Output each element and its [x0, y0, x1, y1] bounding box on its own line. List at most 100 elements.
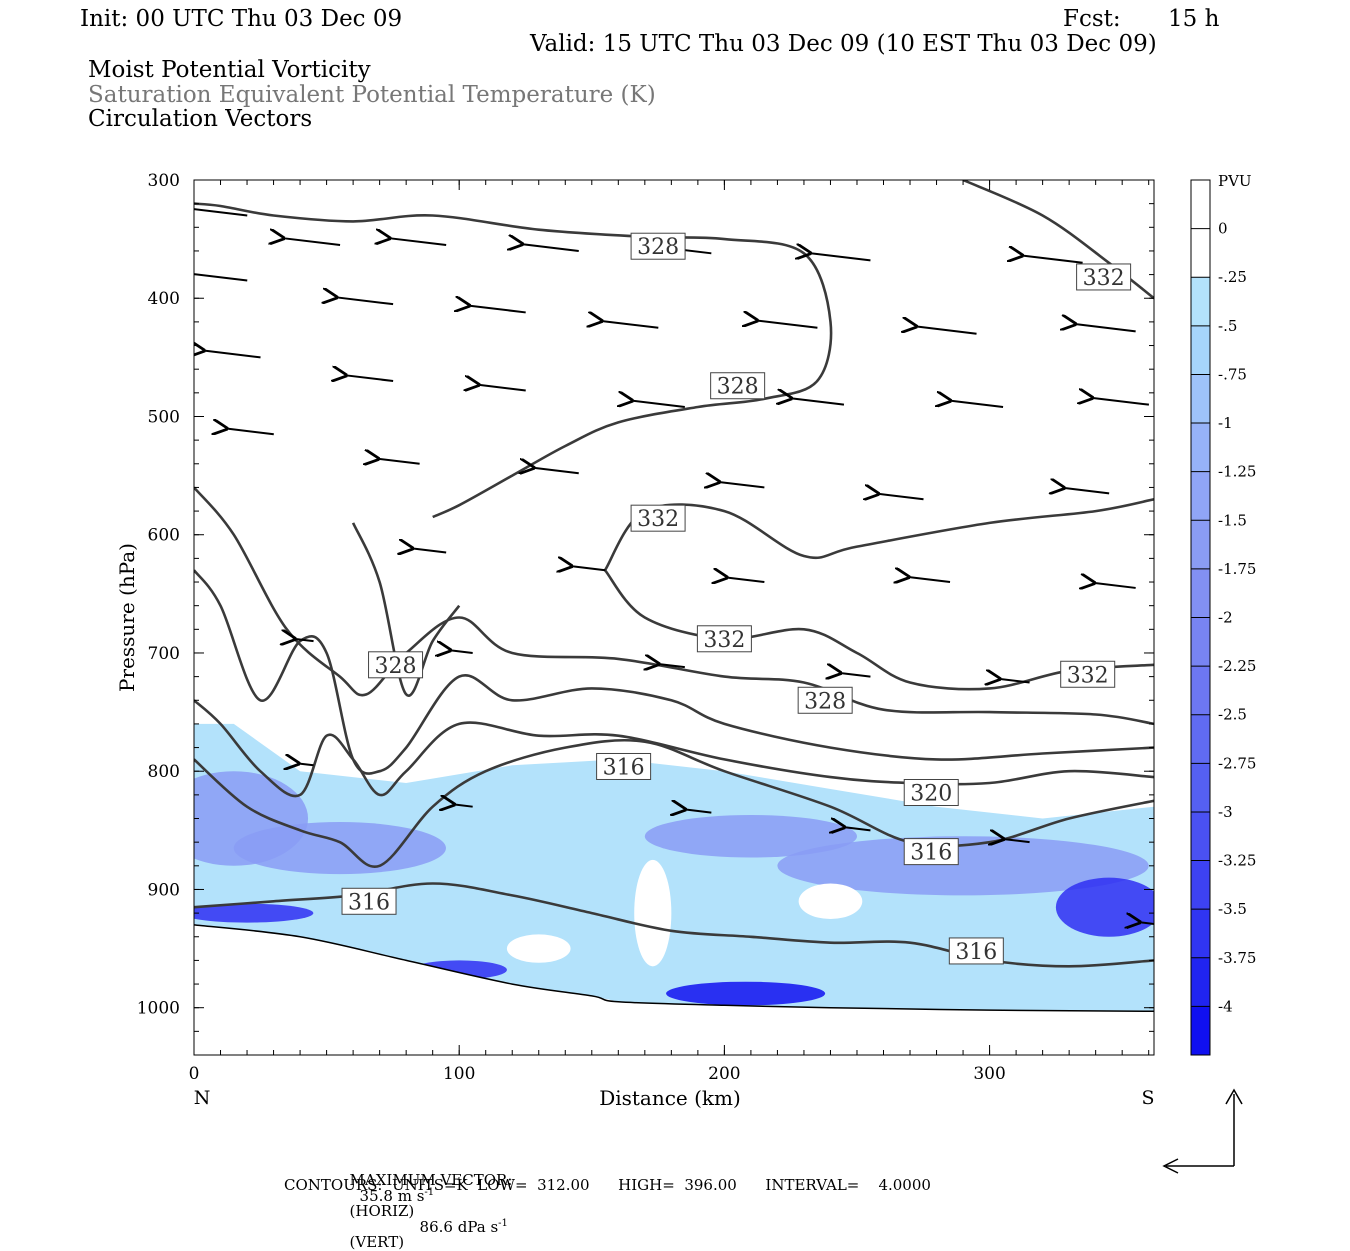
vector-37: [298, 763, 314, 765]
colorbar-segment-11: [1191, 714, 1210, 764]
x-axis-label: Distance (km): [599, 1086, 741, 1110]
vector-28: [571, 566, 606, 570]
colorbar-segment-7: [1191, 520, 1210, 570]
contour-label-10: 316: [910, 841, 952, 866]
contour-label-box-2: [710, 372, 766, 400]
vector-36: [999, 679, 1030, 683]
vector-40: [844, 827, 871, 830]
contour-label-2: 328: [717, 375, 759, 400]
contour-label-box-0: [630, 232, 686, 260]
colorbar-segment-1: [1191, 228, 1210, 278]
valid-time: Valid: 15 UTC Thu 03 Dec 09 (10 EST Thu …: [530, 31, 1157, 57]
vector-1: [283, 238, 341, 247]
contour-label-1: 332: [1083, 266, 1125, 291]
field-title-vectors: Circulation Vectors: [88, 106, 313, 132]
contour-label-0: 328: [637, 235, 679, 260]
vector-6: [1022, 255, 1083, 264]
vector-31: [1094, 583, 1136, 588]
max-vector-note: MAXIMUM VECTOR: 35.8 m s-1 (HORIZ) 86.6 …: [340, 1158, 513, 1251]
vector-20: [1092, 398, 1150, 406]
colorbar-label-11: -2.75: [1218, 754, 1256, 772]
y-tick-label-900: 900: [148, 880, 180, 900]
pv-blob-surface-north: [194, 903, 314, 923]
vector-42: [1139, 922, 1154, 925]
vector-13: [1075, 324, 1136, 333]
vector-17: [632, 401, 685, 407]
field-title-mpv: Moist Potential Vorticity: [88, 57, 371, 83]
contour-324-6: [194, 569, 1154, 775]
colorbar-label-16: -4: [1218, 997, 1233, 1015]
contour-328-0: [194, 202, 833, 519]
contour-labels: 328 332 328 332 332 328 332 328 316 320 316 316 316: [341, 232, 1132, 965]
vector-15: [346, 375, 394, 381]
vector-9: [469, 306, 526, 314]
pv-blob-north-2: [233, 822, 446, 875]
colorbar-segment-8: [1191, 568, 1210, 618]
x-tick-label-0: 0: [189, 1064, 200, 1084]
vector-33: [450, 650, 473, 653]
y-axis-label: Pressure (hPa): [115, 543, 139, 692]
contour-label-box-10: [903, 838, 959, 866]
vector-29: [726, 577, 765, 582]
contour-label-12: 316: [955, 940, 997, 965]
colorbar-label-1: -.25: [1218, 268, 1247, 286]
below-ground: [194, 924, 1154, 1055]
vector-19: [950, 401, 1004, 407]
vector-27: [412, 548, 447, 552]
y-tick-label-700: 700: [148, 644, 180, 664]
forecast-hour-value: 15 h: [1168, 6, 1220, 32]
pv-gap-2: [506, 934, 571, 963]
colorbar-segment-12: [1191, 763, 1210, 813]
colorbar-segment-0: [1191, 180, 1210, 230]
x-tick-label-200: 200: [708, 1064, 740, 1084]
contour-label-11: 316: [348, 890, 390, 915]
contour-332-3: [603, 569, 1154, 691]
colorbar-segment-14: [1191, 860, 1210, 910]
vector-10: [601, 321, 659, 329]
vector-38: [454, 804, 473, 806]
vector-14: [204, 351, 261, 359]
colorbar-label-8: -2: [1218, 609, 1233, 627]
contour-label-box-1: [1076, 263, 1132, 291]
max-vector-horiz-tag: (HORIZ): [349, 1202, 415, 1220]
x-tick-label-100: 100: [443, 1064, 475, 1084]
pv-blob-center: [644, 814, 857, 858]
x-end-label-north: N: [194, 1087, 211, 1109]
contour-328-5: [351, 522, 461, 697]
max-vector-vert-exp: -1: [498, 1218, 508, 1229]
colorbar-segment-3: [1191, 325, 1210, 375]
contour-label-box-8: [596, 752, 652, 780]
y-tick-label-400: 400: [148, 289, 180, 309]
vector-23: [533, 468, 579, 473]
colorbar-segment-5: [1191, 423, 1210, 473]
contour-316-8: [194, 738, 1154, 869]
vector-0: [194, 208, 248, 217]
colorbar-segment-16: [1191, 957, 1210, 1007]
contour-label-3: 332: [637, 507, 679, 532]
x-end-label-south: S: [1141, 1087, 1154, 1109]
vector-2: [389, 238, 447, 247]
max-vector-vert-tag: (VERT): [349, 1233, 405, 1251]
colorbar-label-5: -1.25: [1218, 463, 1256, 481]
vector-32: [295, 639, 314, 641]
colorbar-segment-10: [1191, 666, 1210, 716]
contour-label-4: 332: [703, 628, 745, 653]
colorbar-label-14: -3.5: [1218, 900, 1247, 918]
vector-22: [378, 459, 420, 464]
contour-332-2: [603, 498, 1154, 571]
vector-21: [226, 429, 274, 435]
colorbar-label-4: -1: [1218, 414, 1233, 432]
pv-blob-south-core: [1055, 877, 1154, 937]
contour-332-1: [962, 180, 1154, 300]
colorbar-label-15: -3.75: [1218, 949, 1256, 967]
contour-328-4: [194, 486, 1154, 726]
pv-gap-0: [634, 859, 672, 967]
plot-frame: [193, 179, 1155, 1056]
colorbar-label-3: -.75: [1218, 365, 1247, 383]
vector-12: [916, 326, 977, 335]
contour-label-5: 328: [375, 654, 417, 679]
colorbar-label-10: -2.5: [1218, 706, 1247, 724]
reference-vector: [1162, 1088, 1243, 1174]
y-tick-label-600: 600: [148, 526, 180, 546]
